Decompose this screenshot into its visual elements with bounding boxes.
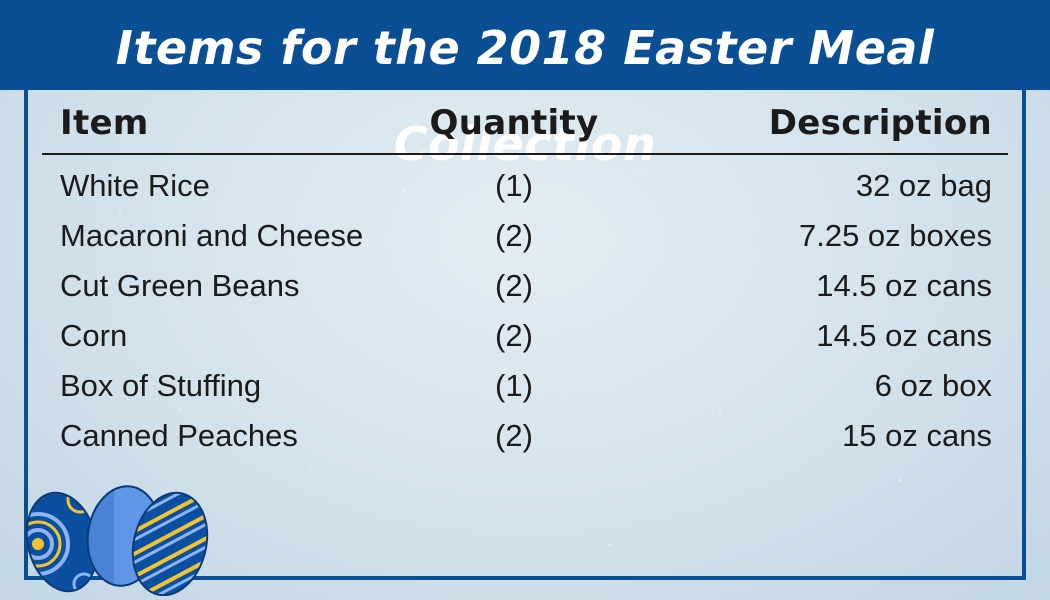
table-row: Cut Green Beans (2) 14.5 oz cans <box>0 261 1050 311</box>
item-cell: White Rice <box>60 168 210 203</box>
table-row: Box of Stuffing (1) 6 oz box <box>0 361 1050 411</box>
quantity-cell: (2) <box>495 218 533 253</box>
page-title: Items for the 2018 Easter Meal Collectio… <box>115 21 935 171</box>
table-header-row: Item Quantity Description <box>0 98 1050 148</box>
quantity-cell: (1) <box>495 168 533 203</box>
column-header-description: Description <box>768 103 992 143</box>
description-cell: 14.5 oz cans <box>816 268 992 303</box>
table-row: Macaroni and Cheese (2) 7.25 oz boxes <box>0 211 1050 261</box>
item-cell: Corn <box>60 318 128 353</box>
description-cell: 32 oz bag <box>855 168 992 203</box>
description-cell: 14.5 oz cans <box>816 318 992 353</box>
column-header-quantity: Quantity <box>429 103 599 143</box>
table-row: Corn (2) 14.5 oz cans <box>0 311 1050 361</box>
table-frame <box>24 88 1026 580</box>
quantity-cell: (1) <box>495 368 533 403</box>
item-cell: Cut Green Beans <box>60 268 300 303</box>
column-header-item: Item <box>60 103 149 143</box>
table-row: Canned Peaches (2) 15 oz cans <box>0 411 1050 461</box>
item-cell: Box of Stuffing <box>60 368 262 403</box>
header-divider <box>42 153 1008 155</box>
title-banner: Items for the 2018 Easter Meal Collectio… <box>0 0 1050 171</box>
item-cell: Canned Peaches <box>60 418 298 453</box>
table-row: White Rice (1) 32 oz bag <box>0 161 1050 211</box>
quantity-cell: (2) <box>495 318 533 353</box>
item-cell: Macaroni and Cheese <box>60 218 364 253</box>
quantity-cell: (2) <box>495 268 533 303</box>
description-cell: 6 oz box <box>874 368 992 403</box>
quantity-cell: (2) <box>495 418 533 453</box>
easter-eggs-icon <box>16 481 214 596</box>
description-cell: 7.25 oz boxes <box>798 218 992 253</box>
description-cell: 15 oz cans <box>842 418 992 453</box>
